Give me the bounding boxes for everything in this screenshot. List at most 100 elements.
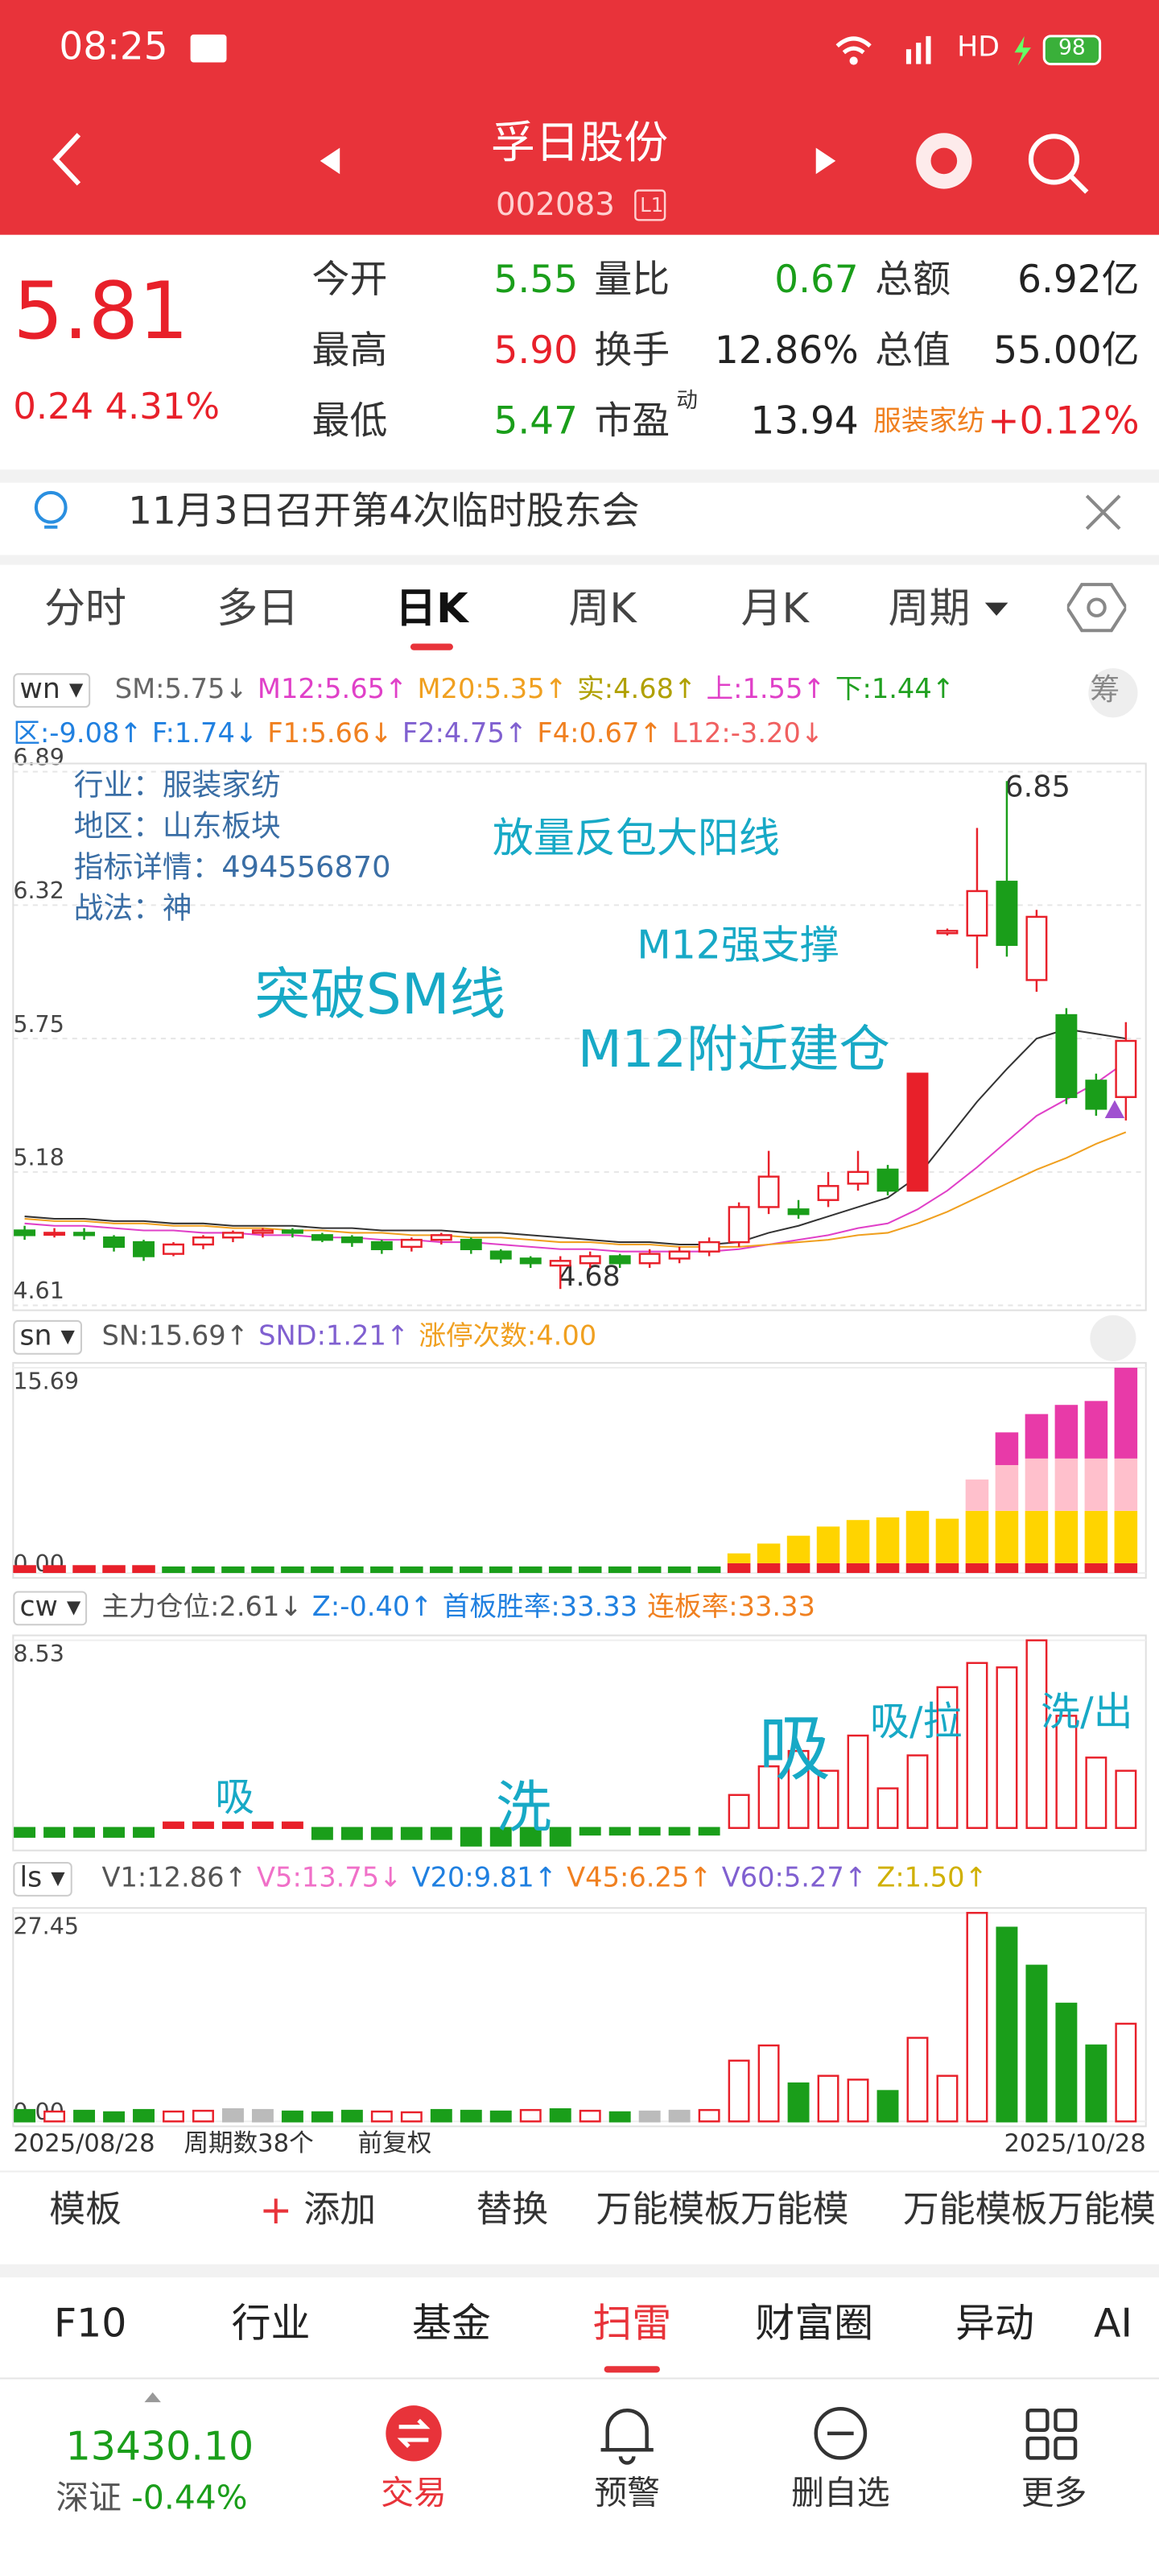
candle-body [460,1238,482,1251]
stack-bar [1114,1563,1138,1574]
indicator-row: 主力仓位:2.61↓ Z:-0.40↑ 首板胜率:33.33 连板率:33.33 [101,1591,815,1623]
settings-icon[interactable] [1066,580,1127,635]
quote-label: 市盈 [594,400,670,444]
volume-bar [133,2108,155,2123]
candle-body [221,1232,244,1239]
quote-value: 55.00亿 [993,329,1140,374]
position-bar [311,1827,333,1840]
indicator-value: L12:-3.20↓ [671,717,824,749]
position-bar [340,1827,363,1840]
index-value: 13430.10 [65,2423,254,2470]
indicator-name[interactable]: sn ▾ [13,1319,82,1355]
y-tick-label: 5.18 [13,1144,64,1171]
bottom-tab[interactable]: 基金 [411,2300,491,2347]
y-tick-label: 4.61 [13,1277,64,1304]
position-bar [103,1827,125,1838]
stack-bar [905,1510,930,1563]
period-tab[interactable]: 周期 [888,584,971,633]
nav-item[interactable]: 更多 [1021,2472,1087,2512]
candle-body [430,1234,452,1241]
nav-item[interactable]: 交易 [381,2472,447,2512]
indicator-value: F2:4.75↑ [402,717,528,749]
volume-bar [668,2109,691,2123]
volume-bar [311,2111,333,2123]
info-text: 地区：山东板块 [74,809,281,844]
stack-bar [965,1510,989,1563]
candle-body [340,1236,363,1244]
time: 08:25 [59,26,168,69]
footer-count: 周期数38个 [184,2129,313,2157]
stack-bar [1084,1458,1108,1511]
nav-item[interactable]: 删自选 [791,2472,890,2512]
toolbar [0,2170,1159,2278]
stack-bar [162,1566,185,1574]
dropdown-caret [984,602,1008,628]
quote-value: 5.47 [493,400,578,444]
position-bar [549,1827,571,1847]
period-tab[interactable]: 月K [740,584,809,633]
indicator-value: V1:12.86↑ [101,1862,247,1893]
quote-label: 量比 [594,259,670,303]
divider [0,2377,1159,2380]
period-tab[interactable]: 分时 [44,584,127,633]
candle-body [14,1229,36,1236]
volume-bar [370,2110,393,2123]
indicator-row: 区:-9.08↑ F:1.74↓ F1:5.66↓ F2:4.75↑ F4:0.67↑ L… [13,720,823,748]
footer-date: 2025/08/28 [13,2129,155,2157]
indicator-name[interactable]: wn ▾ [13,673,90,708]
candle-body [400,1238,423,1249]
stack-bar [995,1432,1019,1465]
bottom-tab[interactable]: 扫雷 [592,2300,672,2347]
stack-bar [816,1526,840,1563]
bottom-tab[interactable]: 行业 [231,2300,311,2347]
indicator-name[interactable]: ls ▾ [13,1862,72,1897]
high-label: 6.85 [1004,770,1070,804]
bottom-tab[interactable]: 异动 [955,2300,1035,2347]
stack-bar [370,1566,394,1574]
position-bar [192,1821,214,1829]
candle-body [668,1250,691,1260]
volume-bar [608,2111,631,2123]
nav-item[interactable]: 预警 [594,2472,660,2512]
stack-bar [548,1566,572,1574]
volume-bar [1025,1964,1048,2123]
indicator-value: 上:1.55↑ [706,673,826,705]
stack-bar [132,1565,155,1574]
stack-bar [1054,1563,1079,1574]
notice[interactable]: 11月3日召开第4次临时股东会 [128,490,640,534]
footer-date: 2025/10/28 [1004,2129,1145,2157]
chip-button[interactable]: 筹 [1090,673,1120,708]
bottom-tab[interactable]: 财富圈 [755,2300,874,2347]
quote-label: 总值 [875,329,951,374]
info-text: 战法：神 [74,890,192,925]
candle-body [1115,1039,1137,1099]
period-tab[interactable]: 周K [568,584,637,633]
stack-bar [1084,1510,1108,1563]
indicator-name[interactable]: cw ▾ [13,1591,88,1626]
candle-body [251,1229,274,1234]
quote-value: 13.94 [750,400,859,444]
bottom-tab[interactable]: F10 [53,2300,127,2347]
toolbar-item[interactable]: 替换 [476,2190,549,2231]
volume-bar [638,2110,661,2123]
panel-frame [12,1361,1147,1579]
candle-body [311,1234,333,1241]
toolbar-item[interactable]: 万能模板万能模 [902,2190,1156,2231]
volume-bar [281,2110,303,2123]
position-bar [817,1769,839,1829]
stack-bar [251,1566,274,1574]
quote-value: 12.86% [714,329,859,374]
period-tab[interactable]: 日K [395,584,468,633]
toolbar-item[interactable]: 模板 [49,2190,122,2231]
quote-label: 换手 [594,329,670,374]
candle-body [906,1072,929,1192]
indicator-value: Z:-0.40↑ [311,1591,433,1623]
toolbar-item[interactable]: 万能模板万能模 [596,2190,849,2231]
period-tab[interactable]: 多日 [217,584,299,633]
stack-bar [905,1563,930,1574]
position-bar [847,1734,869,1829]
volume-bar [519,2108,542,2123]
ma-line [24,1028,1127,1245]
bottom-tab[interactable]: AI [1093,2300,1132,2347]
toolbar-item[interactable]: 添加 [303,2190,377,2231]
